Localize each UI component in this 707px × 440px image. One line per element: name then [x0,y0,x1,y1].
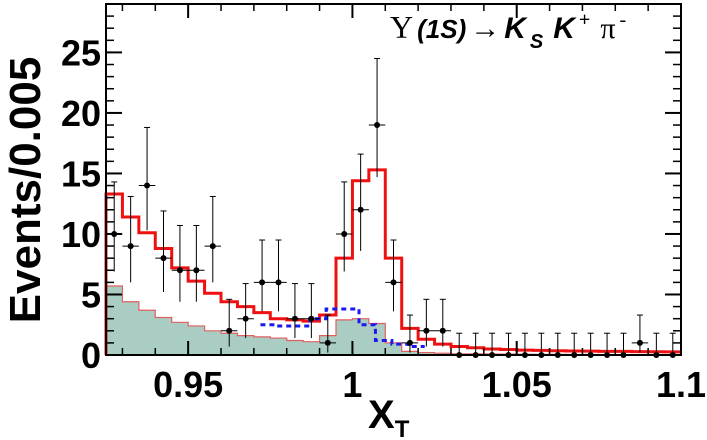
data-point [155,210,172,293]
pi-symbol: π [600,12,615,45]
data-marker [291,315,298,322]
data-marker [406,339,413,346]
x-tick-label: 1 [342,364,362,405]
data-point [237,283,254,339]
pi-superscript: - [619,9,626,31]
upsilon-symbol: Υ [390,9,413,45]
data-marker [209,243,216,250]
data-marker [176,267,183,274]
data-point [221,298,238,347]
data-point [171,224,189,302]
data-marker [308,315,315,322]
y-axis-title: Events/0.005 [1,57,50,324]
data-marker [423,327,430,334]
arrow-symbol: → [470,12,500,45]
y-tick-label: 0 [81,335,101,376]
data-marker [242,315,249,322]
data-marker [636,339,643,346]
data-marker [341,230,348,237]
data-point [631,314,649,353]
x-tick-label: 1.05 [482,364,552,405]
data-marker [144,182,151,189]
data-point [434,298,451,347]
y-tick-label: 15 [61,153,101,194]
data-marker [374,122,381,129]
axes: 0.95 1 1.05 1.1 0 5 10 15 20 25 [61,3,706,405]
data-marker [390,279,397,286]
y-tick-label: 25 [61,32,101,73]
data-point [188,224,205,302]
background-fill [106,286,681,355]
data-marker [324,339,331,346]
reaction-annotation: Υ (1S) → K S K + π - [390,9,626,53]
ks-symbol: K [504,12,528,45]
y-tick-label: 5 [81,274,101,315]
data-point [401,314,419,353]
data-point [122,195,139,283]
kplus-superscript: + [579,9,590,31]
y-tick-label: 20 [61,93,101,134]
y-tick-label: 10 [61,214,101,255]
data-marker [127,243,134,250]
dotted-component-line [260,307,425,349]
data-marker [193,267,200,274]
data-point [336,181,353,272]
data-marker [226,327,233,334]
data-marker [439,327,446,334]
data-point [319,314,336,353]
data-point [352,153,369,251]
plot-frame [105,3,682,356]
data-point [138,126,156,231]
data-point [204,195,221,283]
data-point [286,283,304,339]
ks-subscript: S [530,31,544,53]
data-points [106,57,681,358]
data-marker [357,206,364,213]
data-point [368,57,386,178]
data-point [385,239,402,312]
data-marker [275,279,282,286]
x-tick-label: 1.1 [656,364,706,405]
x-tick-label: 0.95 [153,364,223,405]
x-axis-title: XT [368,393,410,440]
state-label: (1S) [417,14,466,44]
data-point [418,298,435,347]
data-marker [160,255,167,262]
kplus-symbol: K [553,12,577,45]
data-point [303,283,320,339]
dotted-component [260,307,425,349]
data-point [270,239,287,312]
data-point [253,239,271,312]
data-marker [259,279,266,286]
